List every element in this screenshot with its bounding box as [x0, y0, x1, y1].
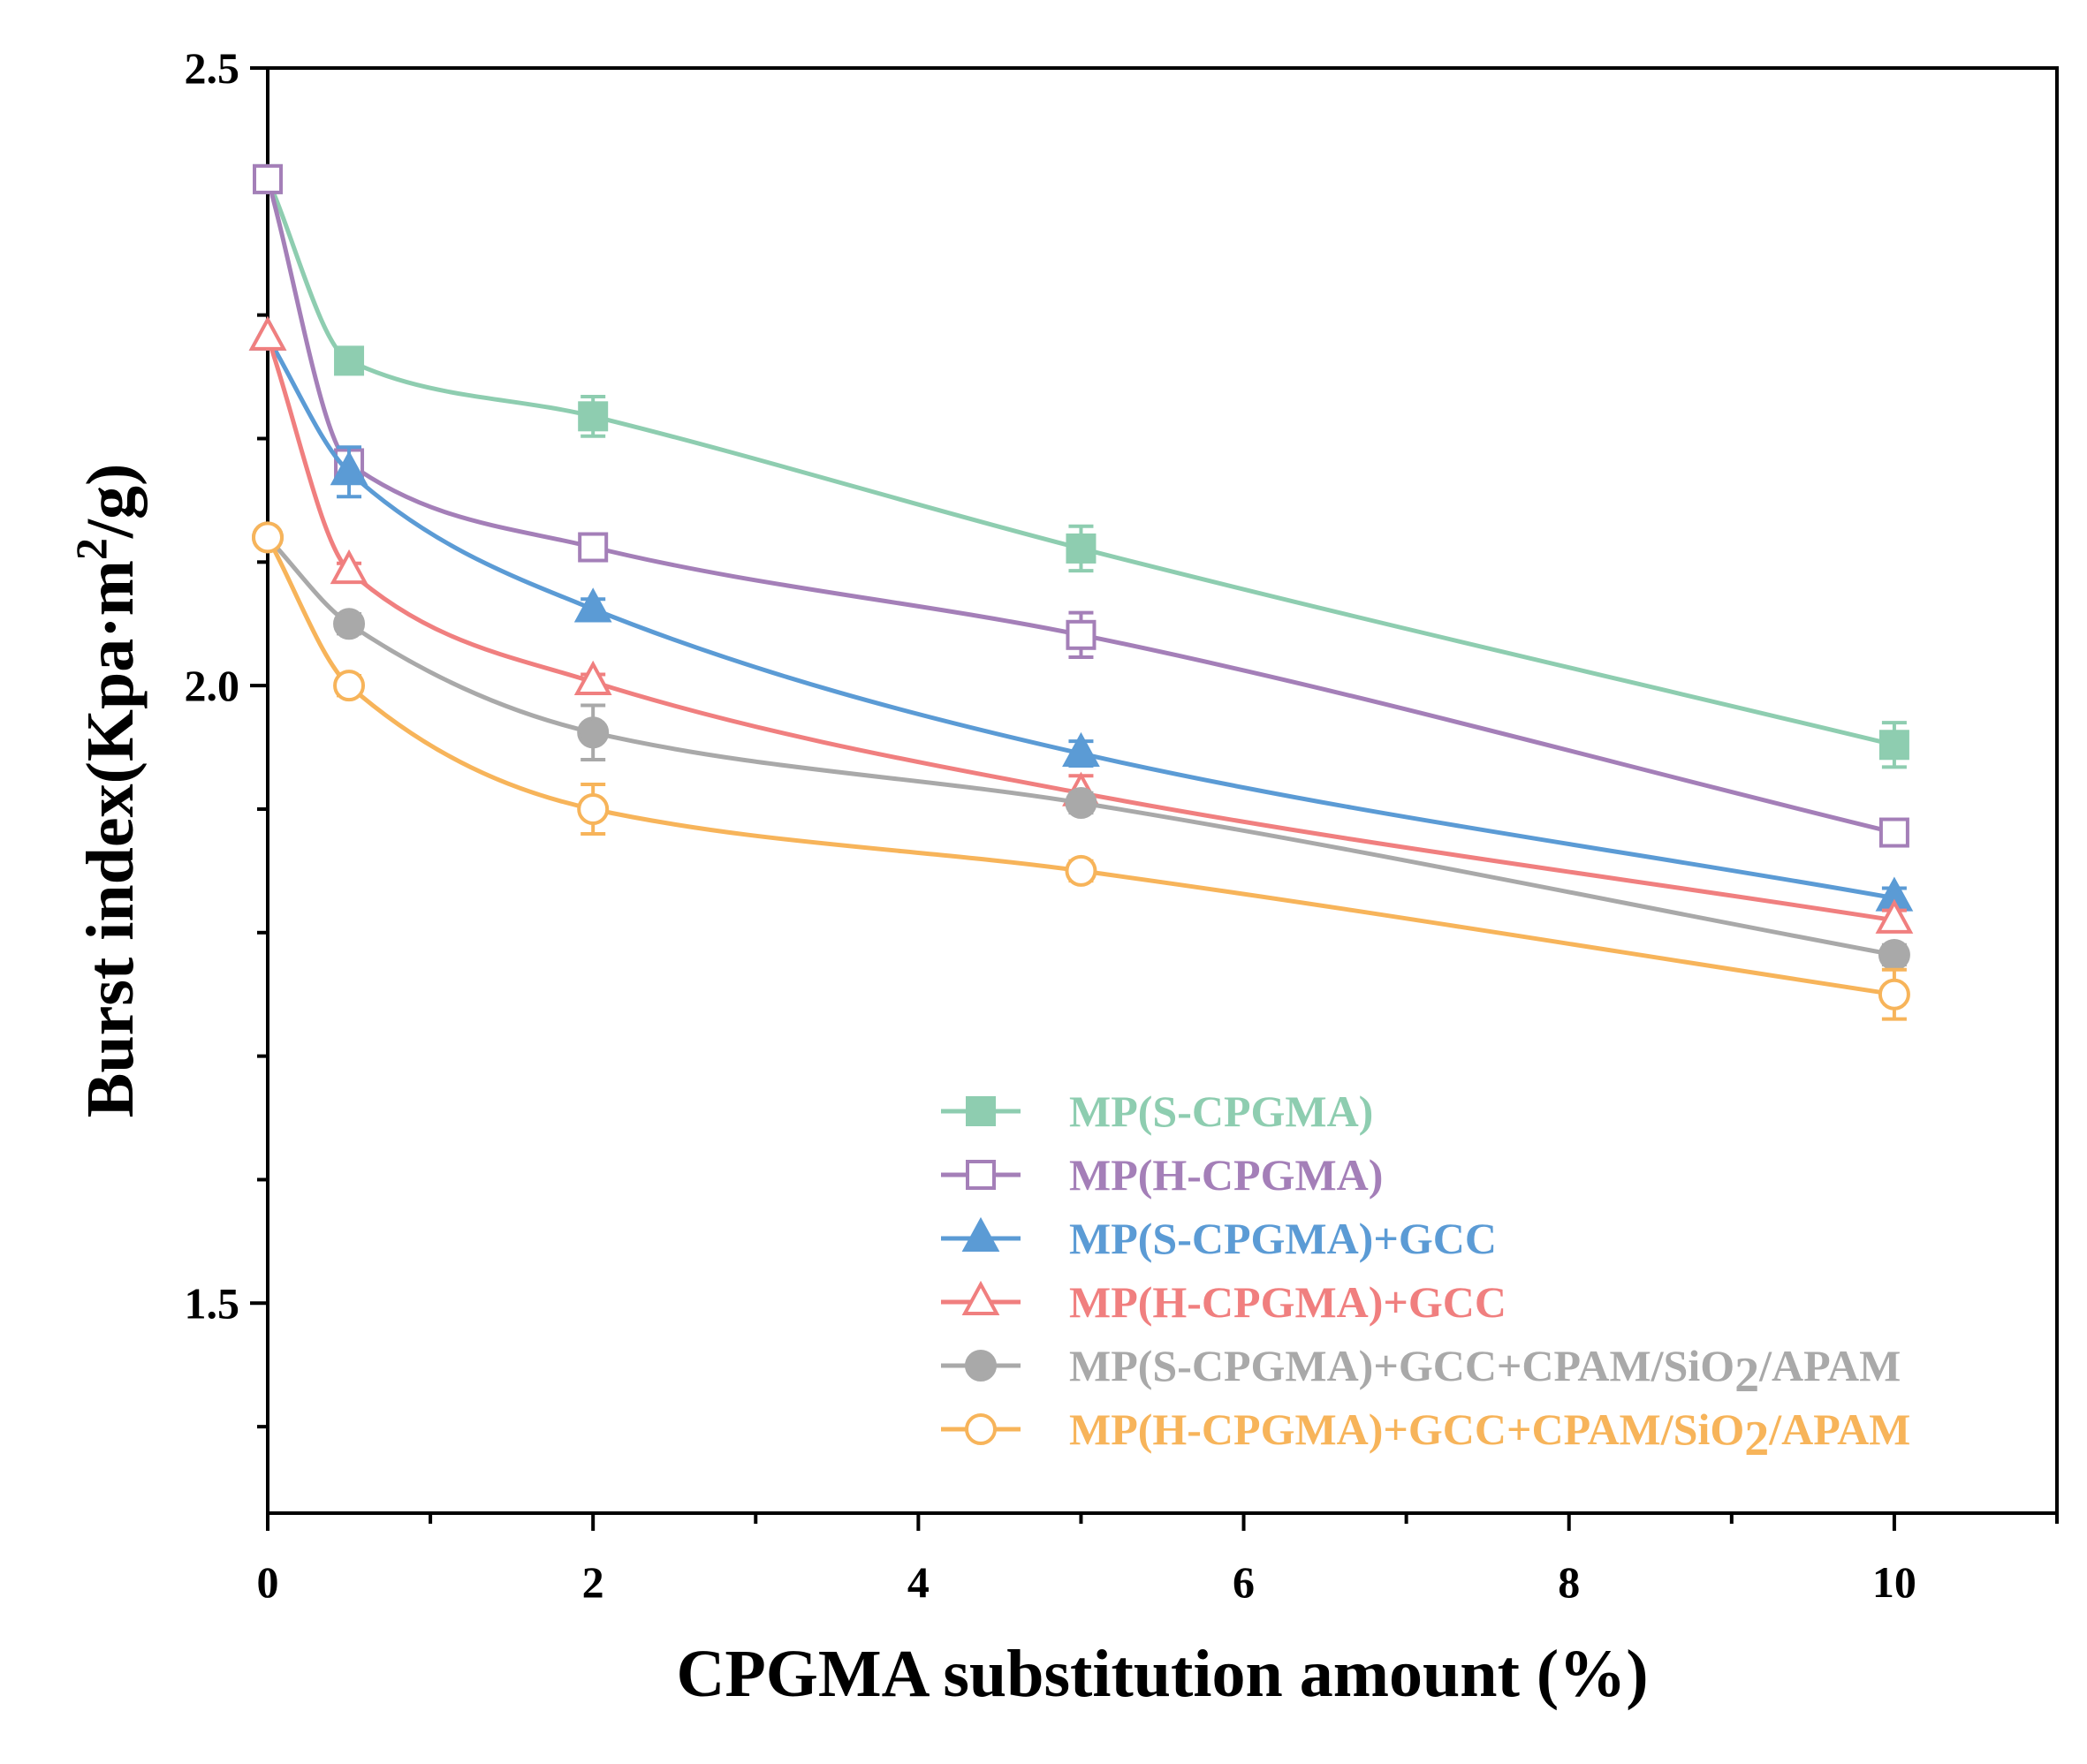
data-point: [1878, 938, 1910, 971]
data-point: [248, 315, 287, 351]
y-tick-label: 1.5: [185, 1278, 240, 1328]
legend-marker: [966, 1160, 996, 1190]
y-axis-title: Burst index(Kpa·m2/g): [66, 464, 148, 1118]
legend-label-text: MP(S-CPGMA): [1069, 1086, 1373, 1136]
data-point: [1878, 817, 1909, 848]
legend-item: MP(H-CPGMA)+GCC: [941, 1277, 1506, 1327]
data-point: [330, 450, 368, 486]
y-axis-title-superscript: 2: [66, 538, 116, 560]
legend-label-text: MP(S-CPGMA)+GCC: [1069, 1214, 1497, 1263]
y-axis-title-tail: /g): [73, 464, 148, 539]
plot-frame: [266, 66, 2059, 1515]
data-point: [573, 660, 612, 695]
legend-item: MP(H-CPGMA)+GCC+CPAM/SiO2/APAM: [941, 1404, 1910, 1466]
legend-label: MP(S-CPGMA)+GCC+CPAM/SiO2/APAM: [1069, 1341, 1901, 1403]
legend-label-subscript: 2: [1744, 1412, 1769, 1466]
series-line: [265, 336, 1895, 923]
legend-label: MP(H-CPGMA): [1069, 1150, 1383, 1200]
data-point: [1066, 619, 1097, 650]
data-point: [252, 521, 284, 554]
x-axis-title: CPGMA substitution amount (%): [677, 1637, 1649, 1711]
legend: MP(S-CPGMA) MP(H-CPGMA) MP(S-CPGMA)+GCC MP(…: [941, 1086, 1910, 1466]
legend-label-text: MP(S-CPGMA)+GCC+CPAM/SiO: [1069, 1341, 1734, 1390]
data-point: [1875, 898, 1914, 934]
legend-label-subscript: 2: [1734, 1348, 1759, 1403]
series-layer: [248, 163, 1914, 1021]
x-tick-label: 4: [907, 1557, 930, 1607]
legend-label: MP(S-CPGMA): [1069, 1086, 1373, 1136]
legend-label: MP(H-CPGMA)+GCC+CPAM/SiO2/APAM: [1069, 1404, 1910, 1466]
data-point: [1062, 731, 1100, 768]
legend-label-tail: /APAM: [1768, 1404, 1910, 1454]
data-point: [577, 792, 610, 825]
data-point: [1878, 978, 1910, 1011]
legend-marker: [965, 1350, 997, 1382]
data-point: [578, 401, 609, 432]
data-point: [1878, 730, 1909, 761]
data-point: [578, 532, 609, 563]
legend-item: MP(S-CPGMA)+GCC: [941, 1214, 1497, 1263]
data-point: [1066, 533, 1097, 564]
legend-marker: [961, 1280, 1000, 1315]
legend-label-text: MP(H-CPGMA)+GCC+CPAM/SiO: [1069, 1404, 1744, 1454]
series-line: [265, 178, 1895, 835]
legend-item: MP(H-CPGMA): [941, 1150, 1383, 1200]
data-point: [1065, 854, 1097, 887]
x-tick-label: 6: [1233, 1557, 1255, 1607]
y-tick-label: 2.5: [185, 43, 240, 93]
data-point: [330, 549, 368, 585]
legend-label: MP(H-CPGMA)+GCC: [1069, 1277, 1506, 1327]
data-point: [577, 716, 610, 749]
data-point: [573, 587, 612, 623]
data-point: [1065, 786, 1097, 819]
legend-item: MP(S-CPGMA)+GCC+CPAM/SiO2/APAM: [941, 1341, 1901, 1403]
legend-marker: [965, 1413, 997, 1445]
data-point: [333, 608, 366, 640]
x-tick-label: 2: [582, 1557, 604, 1607]
y-tick-label: 2.0: [185, 661, 240, 710]
series-6: [252, 521, 1910, 1021]
legend-item: MP(S-CPGMA): [941, 1086, 1373, 1136]
legend-marker: [966, 1096, 996, 1126]
legend-label-text: MP(H-CPGMA): [1069, 1150, 1383, 1200]
legend-marker: [961, 1216, 1000, 1252]
series-2: [253, 163, 1909, 848]
y-axis-title-main: Burst index(Kpa·m: [73, 560, 148, 1117]
data-point: [334, 345, 365, 376]
legend-label-text: MP(H-CPGMA)+GCC: [1069, 1277, 1506, 1327]
axes-layer: 0 2 4 6 8 10 1.5 2.0 2.5: [185, 43, 2059, 1607]
x-tick-label: 8: [1558, 1557, 1580, 1607]
legend-label: MP(S-CPGMA)+GCC: [1069, 1214, 1497, 1263]
legend-label-tail: /APAM: [1758, 1341, 1901, 1390]
data-point: [253, 163, 283, 194]
data-point: [333, 670, 366, 702]
series-1: [253, 163, 1909, 769]
x-tick-label: 10: [1872, 1557, 1916, 1607]
x-tick-label: 0: [257, 1557, 279, 1607]
